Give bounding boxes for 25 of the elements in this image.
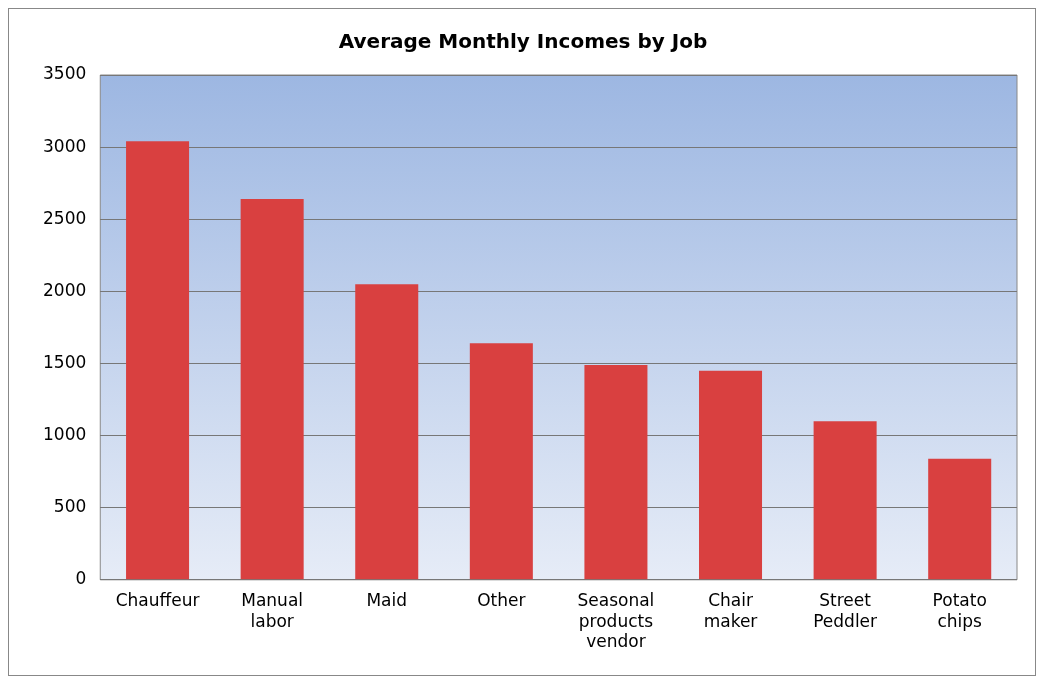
x-tick-label: Maid [366, 590, 408, 611]
bar [928, 458, 992, 580]
y-tick-label: 2000 [43, 279, 87, 300]
bar [240, 199, 304, 580]
bar [813, 421, 877, 580]
bar [469, 343, 533, 580]
bar [355, 284, 419, 580]
y-tick-label: 1500 [43, 351, 87, 372]
x-tick-label: Potato chips [932, 590, 987, 631]
y-tick-label: 0 [75, 568, 87, 589]
x-tick-label: Chauffeur [115, 590, 200, 611]
y-tick-label: 3500 [43, 63, 87, 84]
bar [584, 364, 648, 580]
x-tick-label: Other [477, 590, 526, 611]
x-tick-label: Chair maker [703, 590, 758, 631]
y-tick-label: 2500 [43, 207, 87, 228]
x-tick-label: Street Peddler [813, 590, 878, 631]
y-tick-label: 3000 [43, 135, 87, 156]
bar [126, 141, 190, 580]
bar [699, 370, 763, 580]
chart-title: Average Monthly Incomes by Job [338, 29, 708, 54]
x-tick-label: Manual labor [241, 590, 304, 631]
x-tick-label: Seasonal products vendor [577, 590, 655, 652]
y-tick-label: 500 [53, 496, 87, 517]
y-tick-label: 1000 [43, 423, 87, 444]
